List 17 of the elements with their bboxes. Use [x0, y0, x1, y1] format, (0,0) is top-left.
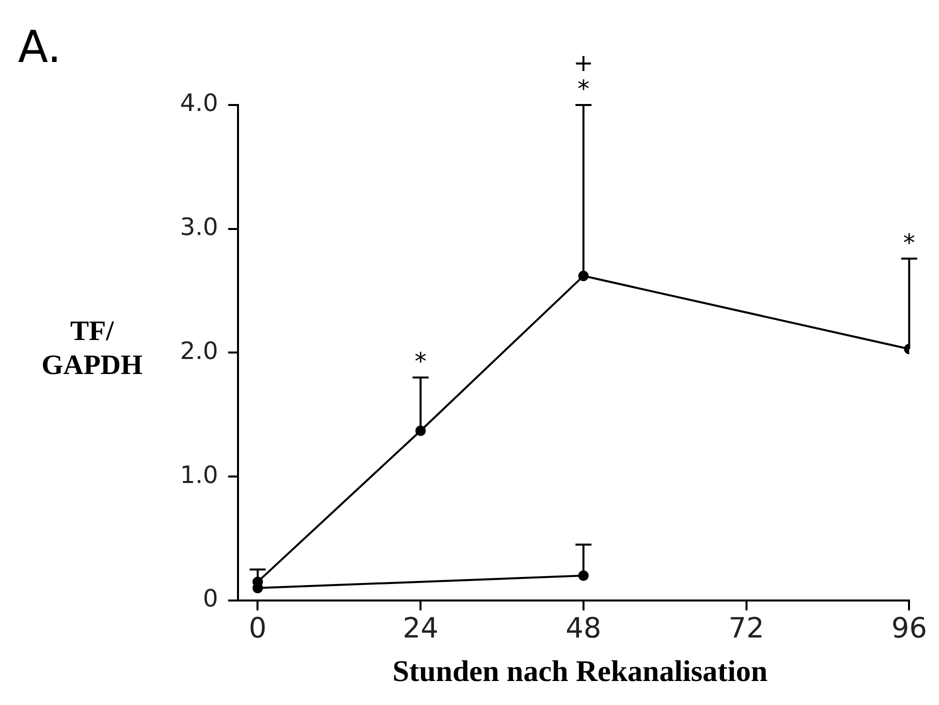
x-tick-label: 48	[566, 611, 602, 644]
x-tick-label: 0	[248, 611, 267, 644]
y-tick-label: 0	[202, 584, 218, 613]
y-axis-title: TF/ GAPDH	[40, 315, 144, 382]
annotation: *	[903, 228, 916, 257]
x-axis-title: Stunden nach Rekanalisation	[391, 655, 769, 689]
x-tick-label: 24	[402, 611, 438, 644]
y-tick-label: 3.0	[180, 213, 218, 242]
x-tick-label: 96	[891, 611, 928, 644]
x-tick-label: 72	[728, 611, 764, 644]
y-tick-label: 2.0	[180, 336, 218, 365]
annotation: +	[573, 49, 594, 78]
y-tick-label: 4.0	[180, 89, 218, 118]
y-tick-label: 1.0	[180, 460, 218, 489]
chart-title: A.	[18, 22, 62, 73]
annotation: *	[577, 75, 590, 104]
annotation: *	[414, 348, 427, 376]
